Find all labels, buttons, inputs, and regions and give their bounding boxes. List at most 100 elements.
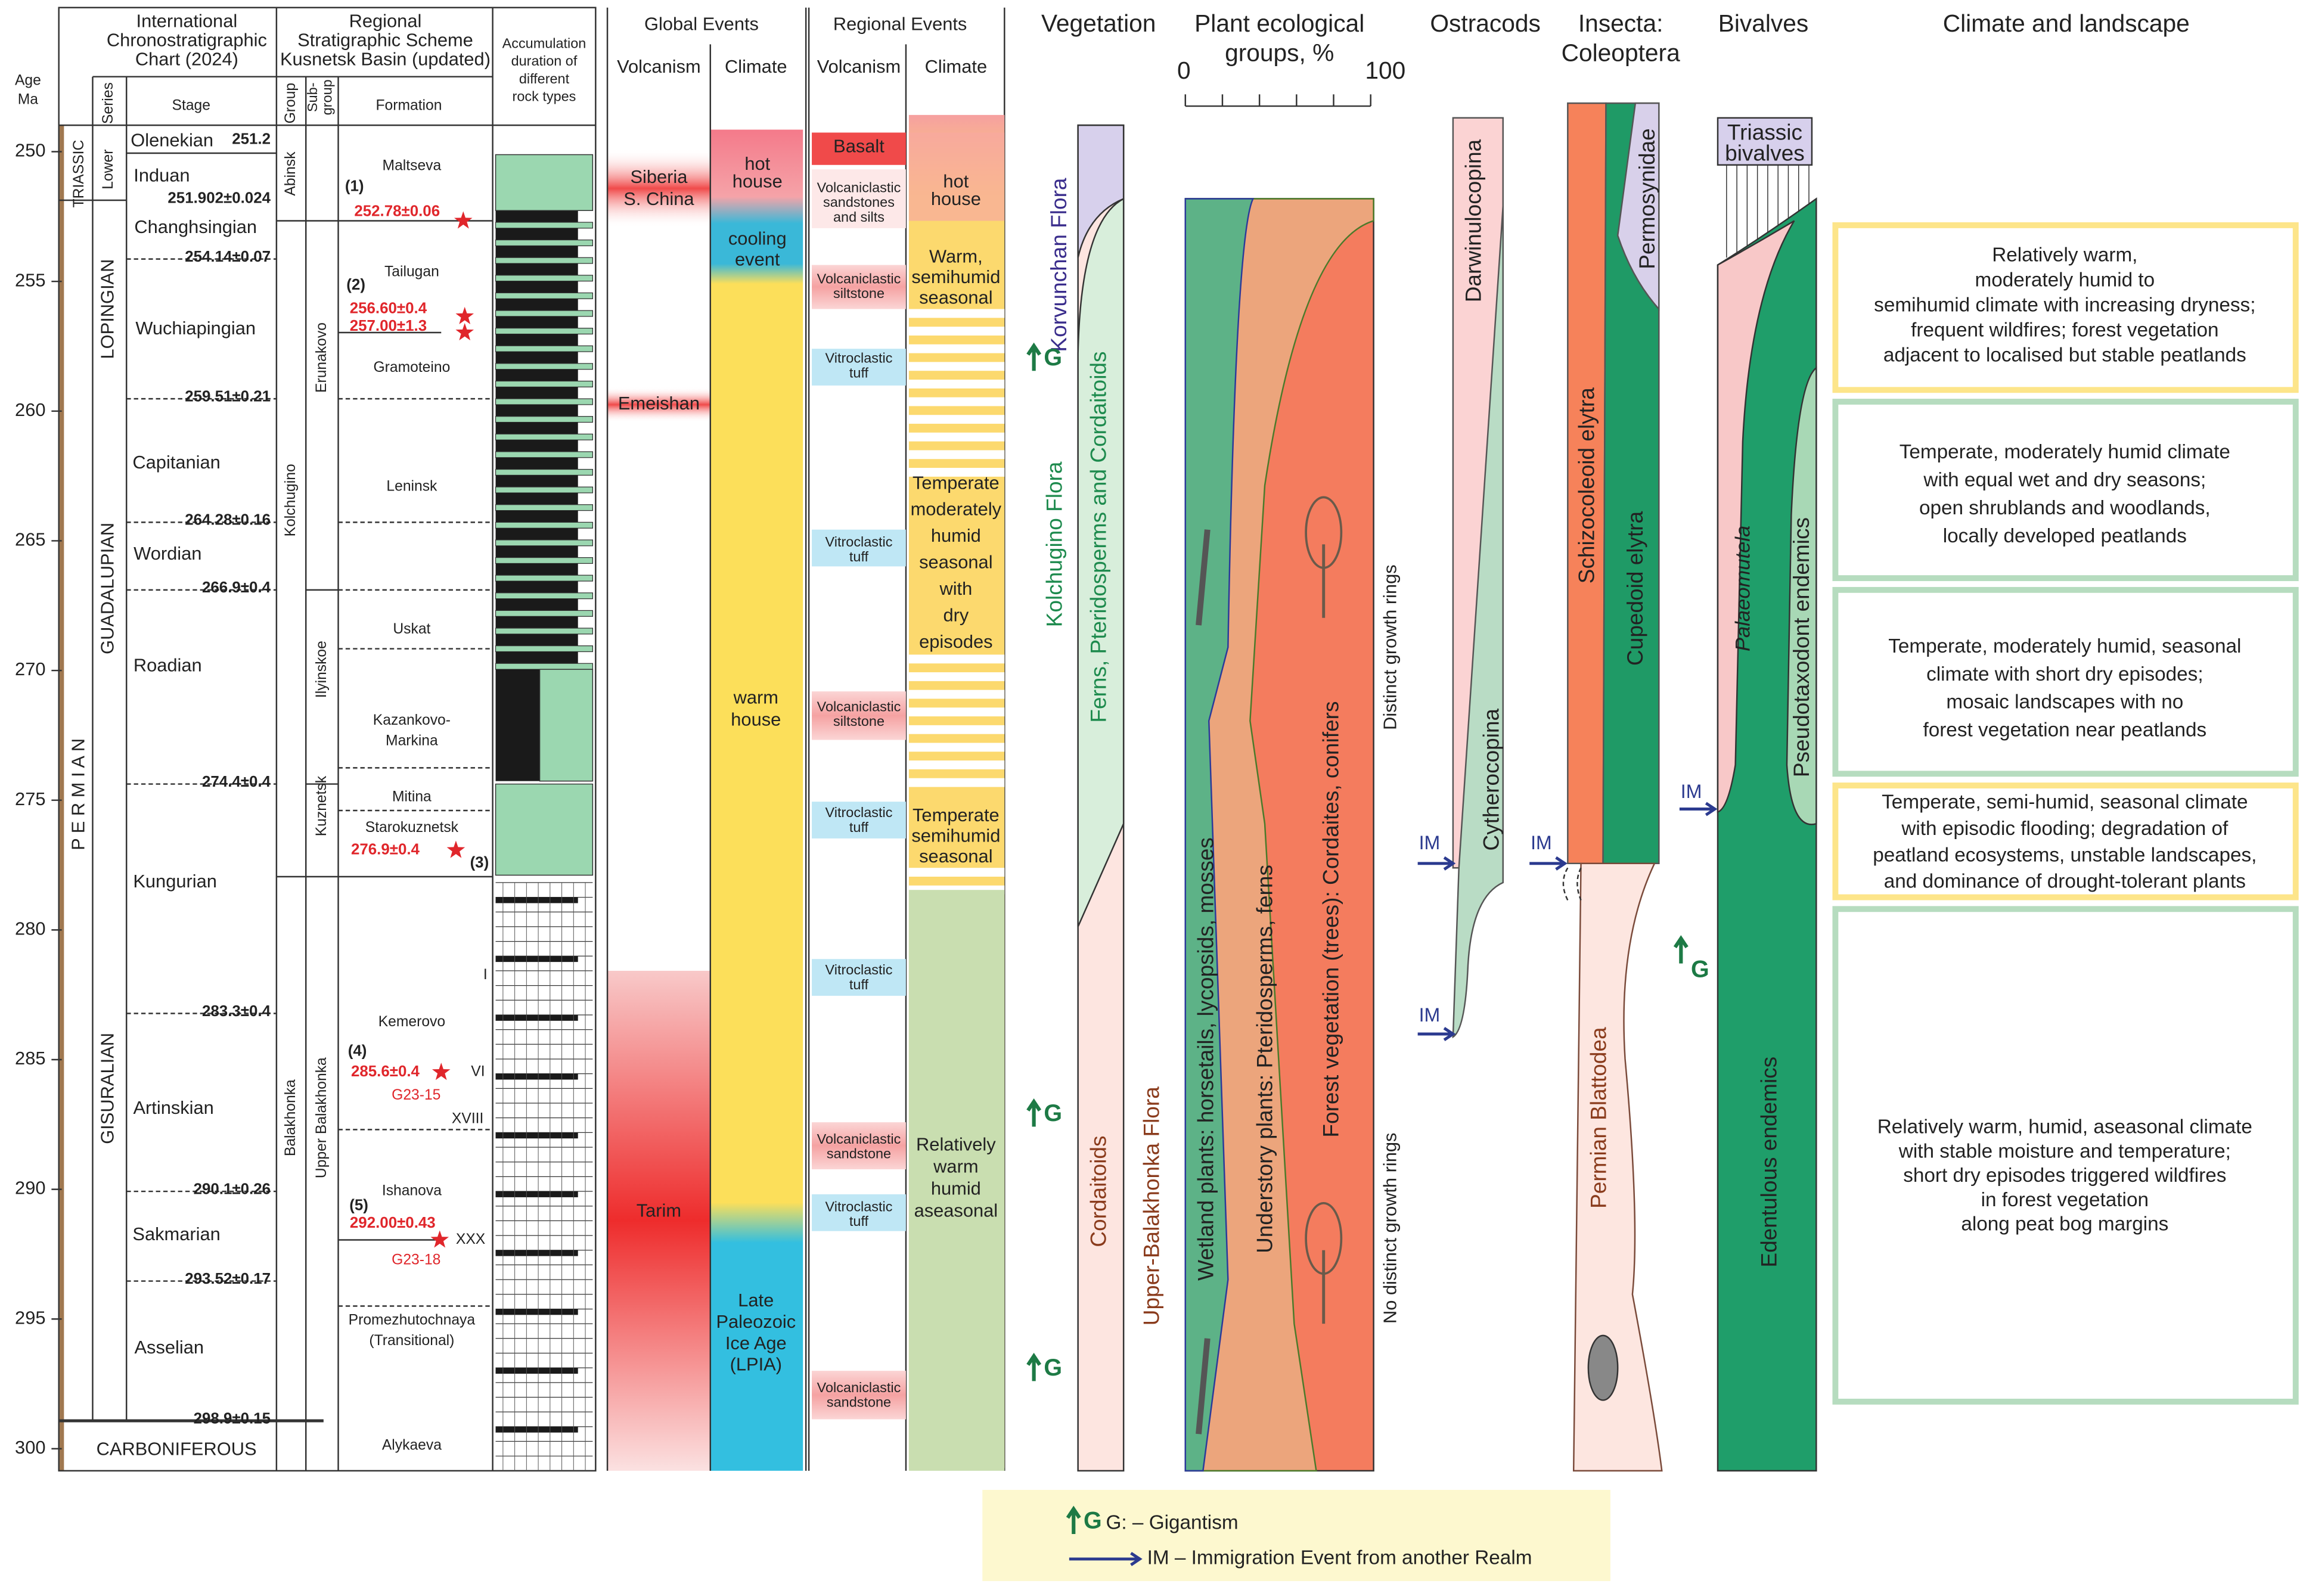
climate-text: short dry episodes triggered wildfires — [1903, 1165, 2226, 1187]
climate-text: and dominance of drought-tolerant plants — [1884, 871, 2246, 893]
coal-strip — [495, 246, 578, 258]
palaeomutela-zone — [1717, 220, 1795, 813]
climate-label: warm — [933, 1156, 978, 1177]
coal-strip — [495, 492, 578, 505]
stage-label: Kungurian — [133, 871, 217, 892]
sand-strip — [495, 257, 594, 264]
coal-strip — [495, 404, 578, 417]
column-header: group — [319, 79, 334, 115]
climate-label: (LPIA) — [730, 1354, 782, 1375]
climate-label: Ice Age — [725, 1333, 787, 1353]
volcanism-band — [812, 132, 906, 165]
korvunchan-zone — [1077, 124, 1125, 258]
coal-strip — [495, 598, 578, 611]
volcanism-label: Vitroclastic — [825, 805, 893, 820]
sand-strip — [495, 275, 594, 282]
group-label: Ferns, Pteridosperms and Cordaitoids — [1085, 351, 1110, 722]
gigantism-marker: G — [1044, 1355, 1062, 1381]
coal-strip — [495, 897, 578, 903]
climate-box — [1832, 783, 2299, 901]
stripe — [908, 415, 1005, 424]
stripe — [908, 690, 1005, 699]
immigration-event: IM — [1419, 1004, 1441, 1026]
immigration-arrow — [1417, 856, 1456, 871]
stripe — [908, 868, 1005, 877]
stripe — [908, 432, 1005, 442]
volcanism-label: siltstone — [833, 713, 884, 729]
taxon-label: Triassic — [1727, 120, 1802, 145]
column-header: Chart (2024) — [135, 49, 238, 70]
date-ref: (1) — [345, 178, 364, 195]
stripe — [908, 672, 1005, 681]
taxon-label: Cupedoid elytra — [1622, 511, 1647, 666]
coal-seam: I — [483, 967, 488, 983]
formation-label: Kazankovo- — [373, 712, 451, 728]
climate-text: with equal wet and dry seasons; — [1923, 469, 2206, 491]
column-header: Insecta: — [1578, 10, 1663, 37]
column-header: Bivalves — [1718, 10, 1809, 37]
column-header: Plant ecological — [1194, 10, 1364, 37]
coal-strip — [495, 956, 578, 962]
climate-label: seasonal — [919, 287, 992, 308]
climate-text: Relatively warm, humid, aseasonal climat… — [1877, 1116, 2252, 1138]
climate-text: with stable moisture and temperature; — [1898, 1140, 2231, 1162]
climate-text: locally developed peatlands — [1943, 525, 2187, 547]
age-tick-label: 295 — [15, 1307, 45, 1328]
coal-strip — [495, 387, 578, 399]
climate-text: forest vegetation near peatlands — [1923, 719, 2206, 741]
boundary-age: 274.4±0.4 — [202, 774, 271, 790]
cytherocopina-zone — [1452, 206, 1504, 1039]
series-label: GISURALIAN — [97, 1033, 118, 1144]
sand-strip — [495, 451, 594, 458]
group-label: Cordaitoids — [1085, 1135, 1110, 1247]
group-label: Balakhonka — [283, 1079, 299, 1156]
volcanism-label: Tarim — [637, 1200, 681, 1221]
system-label: P E R M I A N — [67, 738, 88, 850]
sand-strip — [495, 328, 594, 335]
stripe — [908, 450, 1005, 459]
siberia-band — [607, 148, 710, 228]
sand-strip — [495, 398, 594, 405]
table-frame — [58, 7, 597, 1472]
stage-label: Asselian — [134, 1337, 204, 1358]
age-tick-label: 285 — [15, 1048, 45, 1069]
climate-text: peatland ecosystems, unstable landscapes… — [1873, 844, 2257, 866]
stripe — [908, 362, 1005, 371]
stage-label: Olenekian — [131, 129, 213, 150]
climate-box — [1832, 586, 2299, 777]
climate-text: with episodic flooding; degradation of — [1901, 818, 2229, 840]
age-tick-label: 265 — [15, 529, 45, 550]
date-star — [432, 1063, 451, 1080]
hot-house-block — [908, 132, 1005, 221]
formation-label: Leninsk — [386, 479, 437, 495]
sample-id: G23-18 — [392, 1252, 440, 1268]
sand-block — [495, 154, 594, 876]
climate-box — [1832, 222, 2299, 393]
column-header: Kusnetsk Basin (updated) — [280, 49, 491, 70]
gigantism-marker: G — [1044, 344, 1062, 371]
sand-strip — [495, 663, 594, 670]
formation-label: Starokuznetsk — [365, 819, 459, 836]
column-header: Vegetation — [1041, 10, 1156, 37]
climate-text: Temperate, semi-humid, seasonal climate — [1882, 791, 2248, 813]
taxon-label: Pseudotaxodont endemics — [1789, 517, 1814, 777]
volcanism-label: Vitroclastic — [825, 1198, 893, 1214]
coal-strip — [495, 210, 578, 222]
permosynidae-zone — [1616, 102, 1660, 311]
sand-strip — [495, 363, 594, 370]
coal-strip — [495, 475, 578, 488]
climate-text: climate with short dry episodes; — [1926, 663, 2203, 685]
formation-label: Uskat — [393, 621, 430, 637]
volcanism-band — [812, 169, 906, 228]
gigantism-arrow — [1026, 1352, 1042, 1381]
volcanism-label: Volcaniclastic — [817, 271, 901, 286]
volcanism-band — [812, 1194, 906, 1231]
climate-label: semihumid — [911, 266, 1000, 287]
sand-strip — [495, 645, 594, 653]
column-header: Volcanism — [817, 56, 901, 77]
texts: Age Ma 250 255 260 265 270 275 280 285 290 295 300 In… — [15, 10, 2257, 1569]
coal-strip — [495, 545, 578, 558]
column-header: International — [136, 11, 238, 32]
coal-strip — [495, 263, 578, 275]
volcanism-label: tuff — [849, 977, 869, 992]
